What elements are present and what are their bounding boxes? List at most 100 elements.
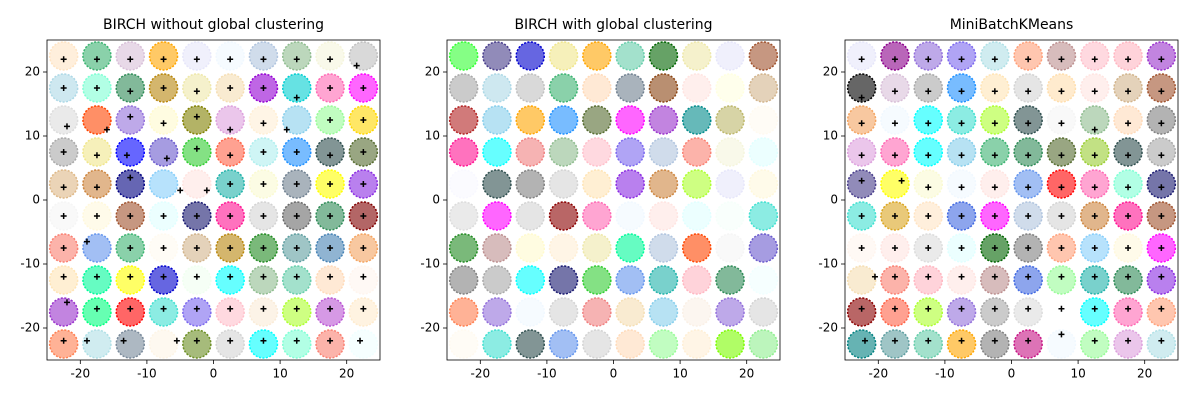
center-marker [858, 94, 865, 101]
center-marker [360, 149, 367, 155]
x-tick-label: -20 [868, 367, 888, 381]
cluster-blob [548, 329, 579, 359]
center-marker [1058, 56, 1065, 63]
cluster-blob [115, 265, 145, 295]
cluster-blob [448, 73, 479, 103]
cluster-blob [748, 201, 779, 231]
center-marker [1125, 245, 1132, 251]
cluster-blob [182, 265, 212, 295]
center-marker [958, 184, 965, 191]
center-marker [1125, 88, 1132, 95]
cluster-blob [315, 137, 345, 167]
center-marker [60, 149, 67, 155]
cluster-blob [682, 297, 712, 327]
center-marker [360, 213, 367, 219]
center-marker [1025, 184, 1032, 191]
cluster-blob [515, 297, 545, 327]
cluster-blob [348, 297, 379, 327]
cluster-blob [515, 201, 545, 231]
cluster-blob [482, 329, 512, 359]
cluster-blob [215, 137, 245, 167]
cluster-blob [1046, 297, 1077, 327]
cluster-blob [1146, 105, 1177, 135]
cluster-blob [682, 329, 712, 359]
cluster-blob [548, 297, 579, 327]
center-marker [1058, 88, 1065, 95]
center-marker [1125, 56, 1132, 63]
plot-area [48, 41, 379, 359]
center-marker [360, 181, 367, 187]
center-marker [1158, 305, 1165, 312]
subplot-title: MiniBatchKMeans [950, 17, 1074, 33]
cluster-blob [515, 105, 545, 135]
cluster-blob [1113, 137, 1143, 167]
center-marker [958, 337, 965, 344]
cluster-blob [482, 169, 512, 199]
center-marker [127, 305, 134, 312]
cluster-blob [515, 265, 545, 295]
cluster-blob [582, 265, 612, 295]
cluster-blob [148, 137, 179, 167]
cluster-blob [682, 265, 712, 295]
center-marker [260, 337, 267, 344]
cluster-blob [248, 265, 279, 295]
cluster-blob [248, 41, 279, 71]
center-marker [861, 337, 868, 344]
cluster-blob [980, 169, 1010, 199]
center-marker [360, 117, 367, 123]
cluster-blob [182, 73, 212, 103]
cluster-blob [715, 297, 745, 327]
center-marker [958, 88, 965, 95]
center-marker [203, 187, 210, 194]
cluster-blob [615, 265, 645, 295]
center-marker [991, 152, 998, 159]
center-marker [160, 56, 167, 63]
center-marker [991, 273, 998, 280]
center-marker [227, 85, 234, 91]
cluster-blob [1046, 169, 1077, 199]
cluster-blob [515, 329, 545, 359]
cluster-blob [980, 137, 1010, 167]
cluster-blob [846, 265, 877, 295]
cluster-blob [648, 265, 679, 295]
center-marker [1091, 56, 1098, 63]
cluster-blob [282, 41, 312, 71]
cluster-blob [515, 137, 545, 167]
cluster-blob [1146, 73, 1177, 103]
y-tick-label: 0 [830, 193, 838, 207]
cluster-blob [115, 73, 145, 103]
cluster-blob [182, 137, 212, 167]
cluster-blob [880, 41, 910, 71]
cluster-blob [1013, 329, 1043, 359]
center-marker [63, 299, 70, 306]
cluster-blob [615, 297, 645, 327]
center-marker [1158, 56, 1165, 63]
center-marker [327, 273, 334, 280]
cluster-blob [1080, 329, 1110, 359]
center-marker [353, 62, 360, 69]
x-tick-label: 20 [739, 367, 754, 381]
center-marker [127, 174, 134, 181]
center-marker [871, 273, 878, 280]
center-marker [127, 213, 134, 219]
cluster-blob [115, 41, 145, 71]
x-tick-label: 10 [1070, 367, 1085, 381]
y-tick-label: -20 [20, 321, 40, 335]
center-marker [858, 305, 865, 312]
center-marker [293, 94, 300, 101]
cluster-blob [648, 329, 679, 359]
center-marker [891, 273, 898, 280]
cluster-blob [482, 265, 512, 295]
center-marker [193, 245, 200, 251]
center-marker [293, 337, 300, 344]
cluster-blob [980, 41, 1010, 71]
cluster-blob [282, 105, 312, 135]
cluster-blob [880, 169, 910, 199]
cluster-blob [748, 297, 779, 327]
cluster-blob [315, 329, 345, 359]
center-marker [123, 152, 130, 159]
cluster-blob [648, 41, 679, 71]
center-marker [891, 213, 898, 219]
center-marker [891, 120, 898, 127]
center-marker [1158, 88, 1165, 95]
